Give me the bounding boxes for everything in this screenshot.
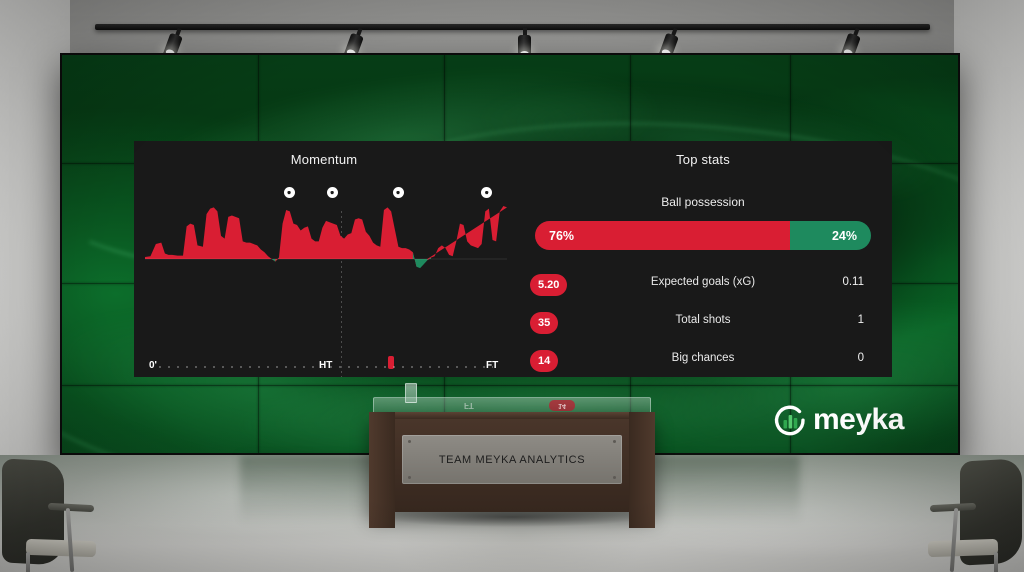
possession-away-segment: 24%: [790, 221, 871, 250]
stat-label: Total shots: [675, 314, 731, 326]
momentum-waveform: [145, 205, 507, 269]
stat-away-value: 1: [857, 314, 864, 326]
podium: FT 14 TEAM MEYKA ANALYTICS: [369, 383, 655, 528]
possession-home-segment: 76%: [535, 221, 791, 250]
table-row: 35 Total shots 1: [514, 307, 892, 345]
stat-home-value: 35: [530, 312, 559, 334]
momentum-title: Momentum: [290, 152, 358, 167]
stat-label: Expected goals (xG): [650, 276, 756, 288]
soccer-ball-icon: [326, 187, 338, 198]
axis-label-end: FT: [486, 360, 499, 371]
axis-label-start: 0': [149, 360, 157, 371]
chair: [0, 452, 106, 572]
circle-bar-chart-icon: [772, 402, 808, 438]
soccer-ball-icon: [481, 187, 493, 198]
panel-seam: [62, 385, 958, 386]
goal-marker-row: [145, 187, 507, 201]
soccer-ball-icon: [392, 187, 404, 198]
left-wall: [0, 0, 70, 470]
brand-name: meyka: [813, 403, 904, 436]
stat-away-value: 0.11: [842, 276, 864, 288]
top-stats-panel: Top stats Ball possession 76% 24% 5.20 E…: [514, 141, 892, 377]
stat-away-value: 0: [857, 352, 864, 364]
possession-bar: 76% 24%: [535, 221, 871, 250]
stat-label: Big chances: [671, 352, 735, 364]
glass-reflection-text: FT: [464, 401, 474, 410]
water-glass: [405, 383, 417, 403]
event-marker: [388, 356, 394, 369]
chair: [918, 452, 1024, 572]
right-wall: [954, 0, 1024, 470]
lighting-track: [95, 24, 930, 30]
axis-label-half: HT: [319, 360, 333, 371]
possession-label: Ball possession: [661, 195, 745, 209]
halftime-divider: [341, 211, 342, 377]
podium-nameplate-text: TEAM MEYKA ANALYTICS: [438, 453, 586, 466]
match-stats-dashboard: Momentum 0' HT FT Top stats Ball p: [134, 141, 892, 377]
time-ticks: [159, 366, 493, 368]
stat-home-value: 14: [530, 350, 559, 372]
momentum-panel: Momentum 0' HT FT: [134, 141, 514, 377]
top-stats-title: Top stats: [676, 152, 730, 167]
momentum-chart: 0' HT FT: [145, 177, 507, 377]
table-row: 5.20 Expected goals (xG) 0.11: [514, 269, 892, 307]
table-row: 14 Big chances 0: [514, 345, 892, 383]
glass-reflection-pill: 14: [549, 400, 575, 411]
soccer-ball-icon: [283, 187, 295, 198]
podium-nameplate: TEAM MEYKA ANALYTICS: [402, 435, 622, 484]
stat-home-value: 5.20: [530, 274, 568, 296]
brand-logo: meyka: [772, 402, 904, 438]
